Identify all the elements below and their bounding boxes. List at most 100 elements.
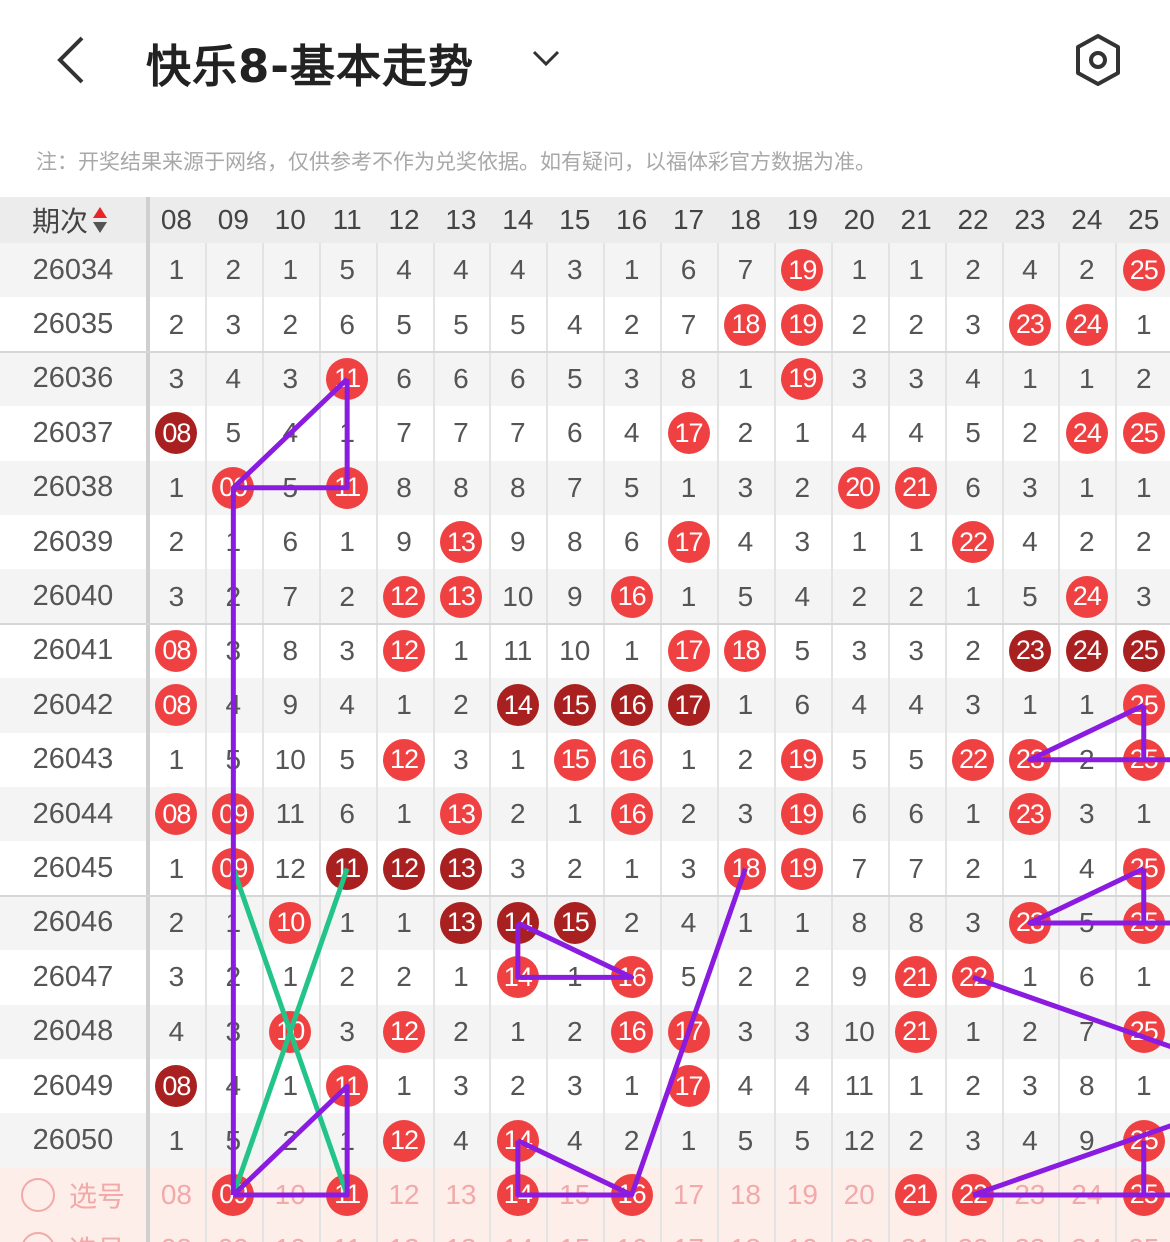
pick-number-cell[interactable]: 12 xyxy=(388,1178,420,1210)
selected-number-ball[interactable]: 22 xyxy=(952,1173,995,1216)
pick-number-cell[interactable]: 13 xyxy=(433,1222,490,1242)
hit-cell: 23 xyxy=(1002,297,1059,351)
miss-count-cell: 2 xyxy=(737,961,754,993)
page-title[interactable]: 快乐8-基本走势 xyxy=(146,40,474,93)
pick-number-cell[interactable]: 24 xyxy=(1071,1178,1103,1210)
miss-count-cell: 5 xyxy=(623,471,640,503)
miss-count-cell: 2 xyxy=(965,634,981,666)
miss-count-cell: 1 xyxy=(453,961,469,993)
pick-number-cell[interactable]: 10 xyxy=(262,1222,319,1242)
pick-number-cell[interactable]: 23 xyxy=(1002,1222,1059,1242)
pick-number-cell[interactable]: 22 xyxy=(945,1168,1002,1222)
miss-count-cell: 4 xyxy=(225,1070,242,1102)
pick-number-cell[interactable]: 22 xyxy=(945,1222,1002,1242)
miss-count-cell: 1 xyxy=(168,743,185,775)
pick-row-label[interactable]: 选号 xyxy=(0,1168,146,1222)
pick-number-cell[interactable]: 12 xyxy=(376,1222,433,1242)
miss-count-cell: 3 xyxy=(623,362,640,394)
pick-number-cell[interactable]: 14 xyxy=(489,1168,546,1222)
pick-number-cell[interactable]: 09 xyxy=(205,1168,262,1222)
miss-count-cell: 8 xyxy=(1079,1070,1095,1102)
hit-cell: 23 xyxy=(1002,624,1059,678)
hit-cell: 23 xyxy=(1002,787,1059,841)
pick-number-cell[interactable]: 16 xyxy=(603,1168,660,1222)
column-header: 16 xyxy=(616,204,648,235)
period-cell: 26039 xyxy=(32,525,114,558)
miss-count-cell: 2 xyxy=(851,580,868,612)
miss-count-cell: 1 xyxy=(566,798,583,830)
pick-number-cell[interactable]: 19 xyxy=(774,1222,831,1242)
column-header: 14 xyxy=(502,204,534,235)
settings-hex-icon[interactable] xyxy=(1072,32,1124,88)
sort-up-down-icon[interactable] xyxy=(92,205,108,235)
selected-number-ball[interactable]: 09 xyxy=(212,1173,255,1216)
pick-number-cell[interactable]: 11 xyxy=(319,1168,376,1222)
pick-number-cell[interactable]: 08 xyxy=(160,1178,193,1210)
selected-number-ball[interactable]: 14 xyxy=(496,1173,539,1216)
miss-count-cell: 2 xyxy=(282,308,299,340)
pick-number-cell[interactable]: 24 xyxy=(1058,1222,1115,1242)
pick-number-cell[interactable]: 21 xyxy=(888,1168,945,1222)
selected-number-ball[interactable]: 21 xyxy=(895,1173,938,1216)
hit-cell: 25 xyxy=(1115,1005,1170,1059)
miss-count-cell: 7 xyxy=(680,308,697,340)
miss-count-cell: 1 xyxy=(794,906,811,938)
radio-circle-icon[interactable] xyxy=(20,1177,55,1212)
miss-count-cell: 3 xyxy=(510,852,526,884)
pick-number-cell[interactable]: 08 xyxy=(148,1222,205,1242)
number-ball: 23 xyxy=(1008,629,1051,672)
number-ball: 10 xyxy=(269,1010,312,1053)
period-cell: 26038 xyxy=(32,471,114,504)
miss-count-cell: 1 xyxy=(965,1015,981,1047)
miss-count-cell: 1 xyxy=(339,906,355,938)
selected-number-ball[interactable]: 25 xyxy=(1122,1173,1165,1216)
miss-count-cell: 5 xyxy=(965,417,981,449)
pick-number-cell[interactable]: 18 xyxy=(717,1222,774,1242)
miss-count-cell: 6 xyxy=(794,689,811,721)
miss-count-cell: 2 xyxy=(623,1124,640,1156)
number-ball: 22 xyxy=(952,956,995,999)
miss-count-cell: 2 xyxy=(566,852,583,884)
miss-count-cell: 5 xyxy=(225,417,242,449)
pick-number-cell[interactable]: 23 xyxy=(1014,1178,1046,1210)
pick-number-cell[interactable]: 16 xyxy=(603,1222,660,1242)
miss-count-cell: 9 xyxy=(566,580,583,612)
pick-number-cell[interactable]: 09 xyxy=(205,1222,262,1242)
miss-count-cell: 5 xyxy=(510,308,526,340)
miss-count-cell: 2 xyxy=(339,961,355,993)
column-header: 22 xyxy=(957,204,989,235)
miss-count-cell: 7 xyxy=(1079,1015,1095,1047)
radio-circle-icon[interactable] xyxy=(20,1232,55,1242)
hit-cell: 12 xyxy=(376,624,433,678)
pick-number-cell[interactable]: 21 xyxy=(888,1222,945,1242)
pick-number-cell[interactable]: 25 xyxy=(1115,1222,1170,1242)
pick-number-cell[interactable]: 13 xyxy=(445,1178,477,1210)
pick-number-cell[interactable]: 14 xyxy=(489,1222,546,1242)
selected-number-ball[interactable]: 16 xyxy=(610,1173,653,1216)
pick-row-label[interactable]: 选号 xyxy=(0,1222,146,1242)
chevron-down-icon[interactable] xyxy=(528,40,564,76)
selected-number-ball[interactable]: 11 xyxy=(326,1173,369,1216)
chevron-left-icon[interactable] xyxy=(50,30,100,90)
pick-number-cell[interactable]: 17 xyxy=(672,1178,705,1210)
pick-number-cell[interactable]: 17 xyxy=(660,1222,717,1242)
pick-number-cell[interactable]: 20 xyxy=(831,1222,888,1242)
pick-number-cell[interactable]: 15 xyxy=(546,1222,603,1242)
pick-number-cell[interactable]: 20 xyxy=(843,1178,875,1210)
pick-number-cell[interactable]: 19 xyxy=(786,1178,818,1210)
pick-number-cell[interactable]: 10 xyxy=(274,1178,306,1210)
number-ball: 13 xyxy=(439,901,482,944)
pick-number-cell[interactable]: 25 xyxy=(1115,1168,1170,1222)
pick-number-cell[interactable]: 11 xyxy=(319,1222,376,1242)
miss-count-cell: 4 xyxy=(794,1070,811,1102)
column-header: 10 xyxy=(274,204,306,235)
pick-number-cell[interactable]: 15 xyxy=(559,1178,591,1210)
column-header: 15 xyxy=(559,204,591,235)
miss-count-cell: 4 xyxy=(1022,254,1038,286)
hit-cell: 18 xyxy=(717,297,774,351)
number-ball: 24 xyxy=(1065,629,1108,672)
pick-number-cell[interactable]: 18 xyxy=(729,1178,762,1210)
period-header[interactable]: 期次 xyxy=(0,197,140,243)
column-divider xyxy=(261,243,264,1242)
miss-count-cell: 2 xyxy=(965,254,981,286)
